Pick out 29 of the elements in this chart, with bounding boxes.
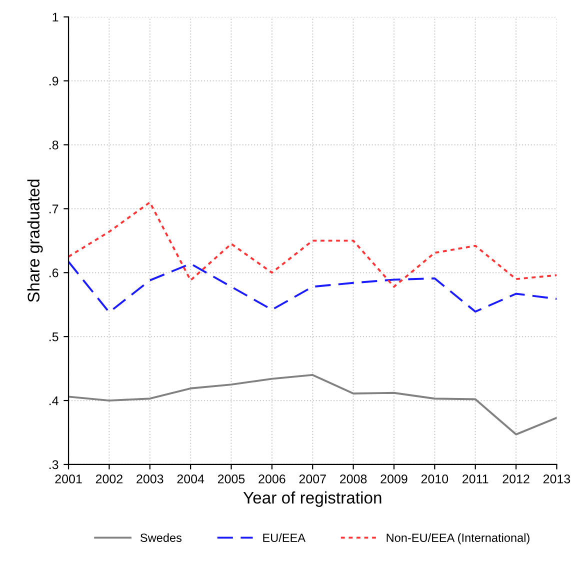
x-tick-label: 2010 xyxy=(421,474,448,484)
legend-label: EU/EEA xyxy=(263,533,306,542)
legend-label: Swedes xyxy=(140,533,182,542)
y-tick-label: .8 xyxy=(50,140,58,150)
x-tick-label: 2012 xyxy=(502,474,530,484)
x-tick-label: 2013 xyxy=(543,474,570,484)
line-series xyxy=(68,374,557,436)
y-tick-label: 1 xyxy=(52,12,58,22)
x-tick-label: 2008 xyxy=(340,474,367,484)
line-series xyxy=(68,201,557,288)
x-tick-label: 2001 xyxy=(55,474,82,484)
y-tick-label: .4 xyxy=(50,396,58,406)
x-tick-label: 2009 xyxy=(380,474,408,484)
y-tick-label: .7 xyxy=(50,204,58,214)
x-tick-label: 2011 xyxy=(462,474,488,484)
legend-label: Non-EU/EEA (International) xyxy=(386,533,530,544)
line-series xyxy=(68,260,557,314)
y-tick-label: .5 xyxy=(50,332,58,342)
x-tick-label: 2003 xyxy=(136,474,164,484)
x-tick-label: 2002 xyxy=(96,474,122,484)
x-axis-title: Year of registration xyxy=(243,491,382,507)
x-tick-label: 2006 xyxy=(258,474,286,484)
x-tick-label: 2007 xyxy=(299,474,326,484)
y-axis-title: Share graduated xyxy=(27,180,43,302)
y-tick-label: .6 xyxy=(50,268,58,278)
x-tick-label: 2004 xyxy=(177,474,204,484)
y-tick-label: .3 xyxy=(50,460,58,470)
y-tick-label: .9 xyxy=(50,76,58,86)
x-tick-label: 2005 xyxy=(218,474,245,484)
